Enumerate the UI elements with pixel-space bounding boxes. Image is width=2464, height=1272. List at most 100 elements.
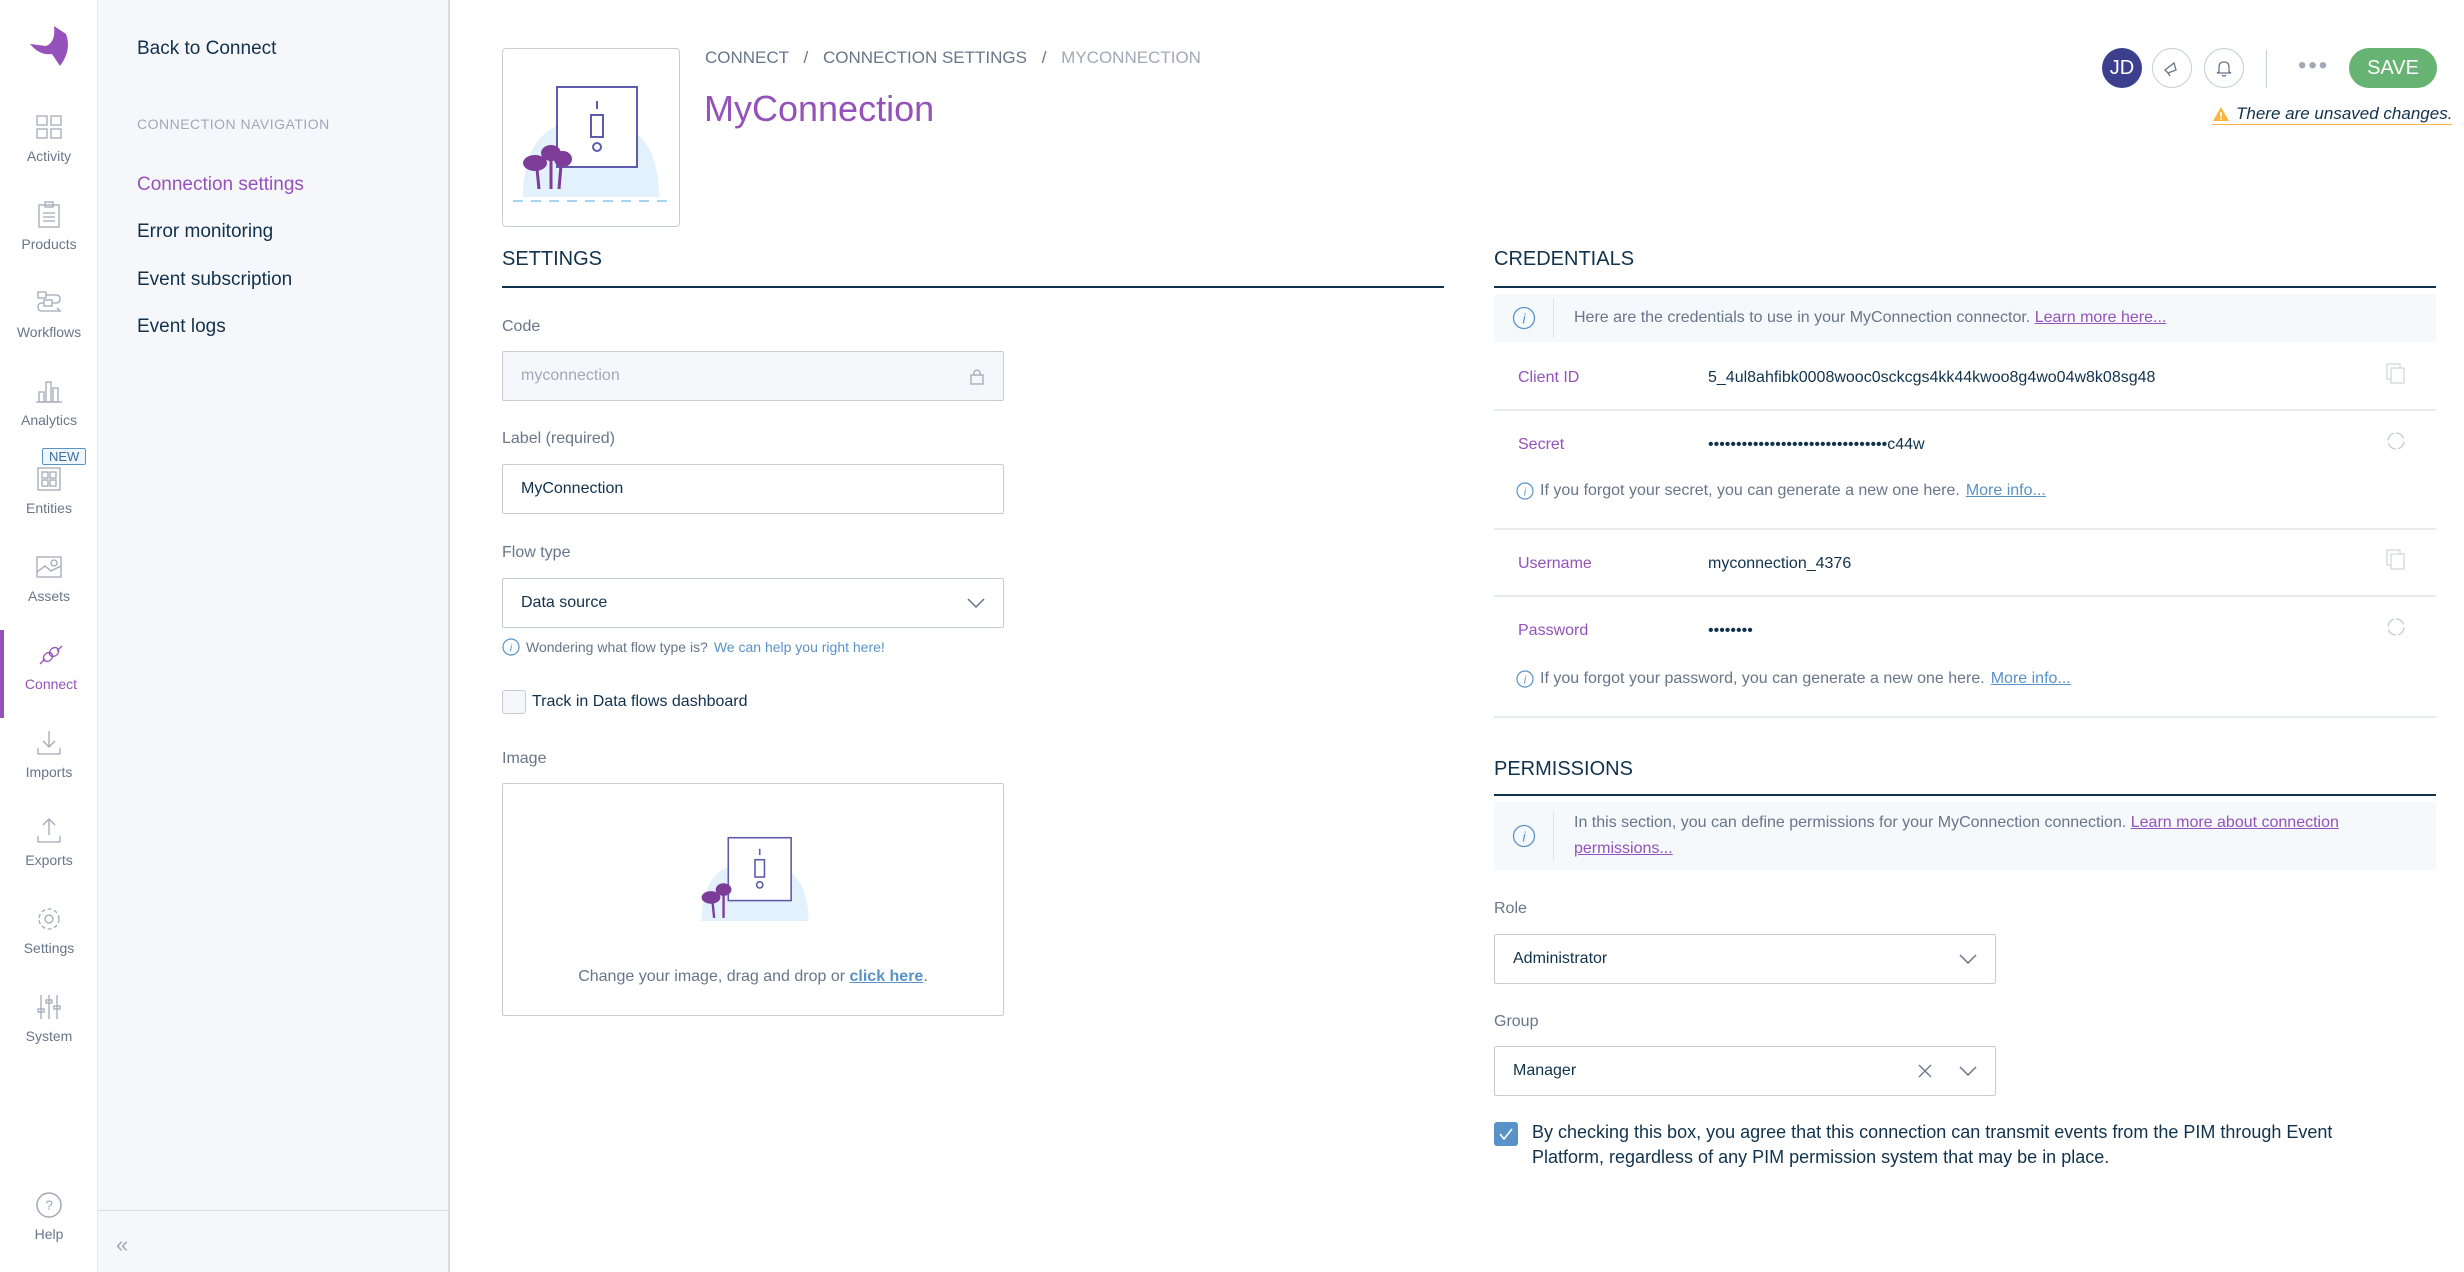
svg-text:?: ? xyxy=(45,1197,53,1213)
menu-item-label: Exports xyxy=(25,852,73,868)
breadcrumb-connection-settings[interactable]: CONNECTION SETTINGS xyxy=(822,48,1027,67)
svg-text:i: i xyxy=(1524,675,1527,687)
info-icon: i xyxy=(502,638,520,656)
flow-type-help-link[interactable]: We can help you right here! xyxy=(713,639,885,655)
breadcrumb-connect[interactable]: CONNECT xyxy=(705,48,789,67)
settings-icon xyxy=(38,908,60,930)
menu-item-exports[interactable]: Exports xyxy=(0,806,98,894)
menu-item-products[interactable]: Products xyxy=(0,190,98,278)
label-field-label: Label (required) xyxy=(502,430,615,447)
warning-icon xyxy=(2213,107,2229,121)
breadcrumb-separator: / xyxy=(1041,48,1047,67)
click-here-link[interactable]: click here xyxy=(849,968,924,985)
password-value: •••••••• xyxy=(1708,622,1753,639)
role-select[interactable]: Administrator xyxy=(1494,934,1996,984)
switch-illustration xyxy=(513,86,669,202)
announcements-button[interactable] xyxy=(2152,48,2192,88)
menu-item-assets[interactable]: Assets xyxy=(0,542,98,630)
divider xyxy=(1494,286,2436,288)
permissions-learn-more-link[interactable]: Learn more about connection permissions.… xyxy=(1574,814,2339,857)
regenerate-icon[interactable] xyxy=(2386,430,2406,452)
divider xyxy=(502,286,1444,288)
svg-text:i: i xyxy=(1522,311,1526,327)
copy-icon[interactable] xyxy=(2386,363,2406,385)
menu-item-activity[interactable]: Activity xyxy=(0,102,98,190)
menu-item-connect[interactable]: Connect xyxy=(0,630,98,718)
code-value: myconnection xyxy=(521,367,620,384)
menu-item-imports[interactable]: Imports xyxy=(0,718,98,806)
flow-type-label: Flow type xyxy=(502,544,571,561)
settings-title: SETTINGS xyxy=(502,248,603,270)
new-badge: NEW xyxy=(42,448,87,465)
collapse-icon[interactable]: « xyxy=(116,1232,129,1257)
consent-text: By checking this box, you agree that thi… xyxy=(1532,1122,2333,1167)
user-avatar[interactable]: JD xyxy=(2102,48,2142,88)
image-label: Image xyxy=(502,750,547,767)
breadcrumb: CONNECT / CONNECTION SETTINGS / MYCONNEC… xyxy=(705,48,1201,68)
code-input[interactable]: myconnection xyxy=(502,351,1004,401)
bell-icon xyxy=(2216,61,2232,77)
menu-item-label: Analytics xyxy=(20,412,78,428)
regenerate-icon[interactable] xyxy=(2386,616,2406,638)
more-options-icon[interactable]: ••• xyxy=(2298,52,2330,79)
menu-item-settings[interactable]: Settings xyxy=(0,894,98,982)
switch-illustration xyxy=(701,836,809,921)
copy-icon[interactable] xyxy=(2386,549,2406,571)
main-menu: Activity Products Workflows Analytics NEW Ent… xyxy=(0,0,98,1272)
menu-item-system[interactable]: System xyxy=(0,982,98,1070)
imports-icon xyxy=(37,731,61,755)
lock-icon xyxy=(970,369,984,385)
clear-icon[interactable] xyxy=(1917,1063,1933,1079)
nav-item-event-subscription[interactable]: Event subscription xyxy=(137,269,293,290)
menu-item-entities[interactable]: NEW Entities xyxy=(0,448,98,542)
flow-type-select[interactable]: Data source xyxy=(502,578,1004,628)
notifications-button[interactable] xyxy=(2204,48,2244,88)
divider xyxy=(1494,595,2436,597)
connection-image-thumbnail xyxy=(502,48,680,227)
nav-item-connection-settings[interactable]: Connection settings xyxy=(137,174,304,195)
info-icon: i xyxy=(1512,306,1535,330)
track-dashboard-label[interactable]: Track in Data flows dashboard xyxy=(532,693,748,710)
chevron-down-icon xyxy=(1959,954,1977,964)
back-to-connect-link[interactable]: Back to Connect xyxy=(137,38,277,59)
akeneo-logo[interactable] xyxy=(26,22,72,68)
connection-navigation: Back to Connect CONNECTION NAVIGATION Co… xyxy=(98,0,450,1272)
permissions-title: PERMISSIONS xyxy=(1494,758,1633,780)
menu-item-workflows[interactable]: Workflows xyxy=(0,278,98,366)
secret-help: i If you forgot your secret, you can gen… xyxy=(1516,482,2046,500)
nav-item-event-logs[interactable]: Event logs xyxy=(137,316,226,337)
menu-item-label: Assets xyxy=(27,588,70,604)
check-icon xyxy=(1499,1128,1513,1141)
group-select[interactable]: Manager xyxy=(1494,1046,1996,1096)
help-icon: ? xyxy=(36,1192,62,1218)
label-value: MyConnection xyxy=(521,480,624,497)
save-button[interactable]: SAVE xyxy=(2349,48,2437,88)
image-dropzone[interactable]: Change your image, drag and drop or clic… xyxy=(502,783,1004,1016)
dropzone-text: Change your image, drag and drop or xyxy=(578,968,846,985)
secret-more-info-link[interactable]: More info... xyxy=(1965,482,2046,499)
secret-value: ••••••••••••••••••••••••••••••••c44w xyxy=(1708,436,1925,453)
client-id-value: 5_4ul8ahfibk0008wooc0sckcgs4kk44kwoo8g4w… xyxy=(1708,369,2156,386)
flow-type-help: i Wondering what flow type is? We can he… xyxy=(502,638,885,656)
activity-icon xyxy=(36,115,62,139)
credentials-learn-more-link[interactable]: Learn more here... xyxy=(2034,309,2167,326)
consent-checkbox[interactable] xyxy=(1494,1122,1518,1146)
track-dashboard-checkbox[interactable] xyxy=(502,690,526,714)
label-input[interactable]: MyConnection xyxy=(502,464,1004,514)
permissions-info-text: In this section, you can define permissi… xyxy=(1574,814,2127,831)
password-help-text: If you forgot your password, you can gen… xyxy=(1540,670,1985,687)
menu-item-analytics[interactable]: Analytics xyxy=(0,366,98,454)
password-more-info-link[interactable]: More info... xyxy=(1990,670,2071,687)
chevron-down-icon xyxy=(1959,1066,1977,1076)
chevron-down-icon xyxy=(967,598,985,608)
menu-item-help[interactable]: ? Help xyxy=(0,1180,98,1268)
info-icon: i xyxy=(1512,824,1535,848)
nav-item-error-monitoring[interactable]: Error monitoring xyxy=(137,221,274,242)
breadcrumb-separator: / xyxy=(803,48,809,67)
username-label: Username xyxy=(1518,555,1592,572)
svg-text:i: i xyxy=(1524,487,1527,499)
group-value: Manager xyxy=(1513,1062,1577,1079)
group-label: Group xyxy=(1494,1013,1539,1030)
divider xyxy=(1494,716,2436,718)
svg-text:i: i xyxy=(510,643,513,655)
